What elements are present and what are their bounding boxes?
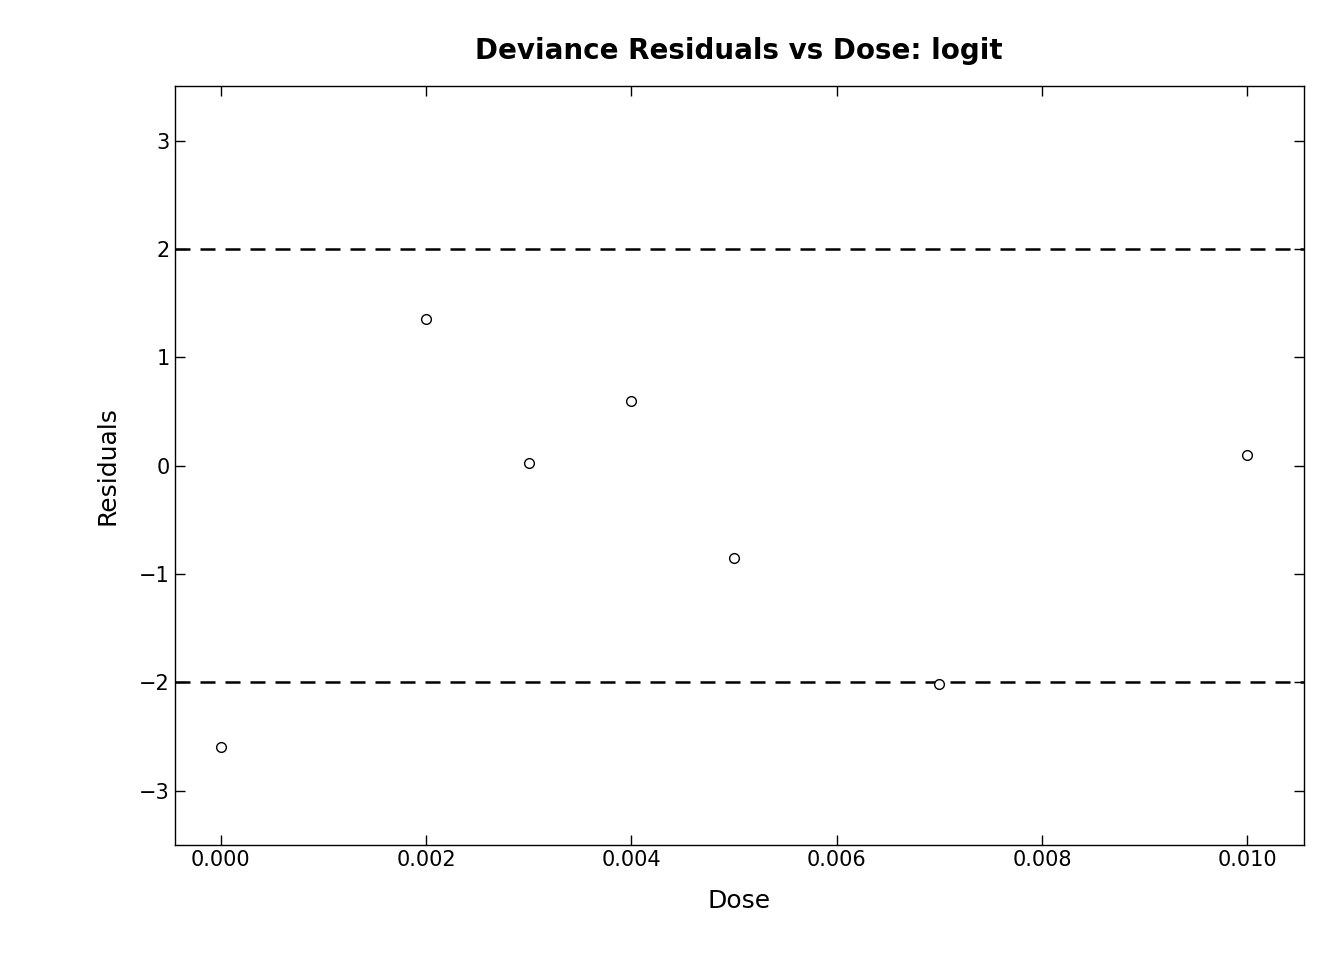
X-axis label: Dose: Dose (708, 889, 770, 913)
Y-axis label: Residuals: Residuals (95, 406, 120, 525)
Title: Deviance Residuals vs Dose: logit: Deviance Residuals vs Dose: logit (476, 36, 1003, 64)
